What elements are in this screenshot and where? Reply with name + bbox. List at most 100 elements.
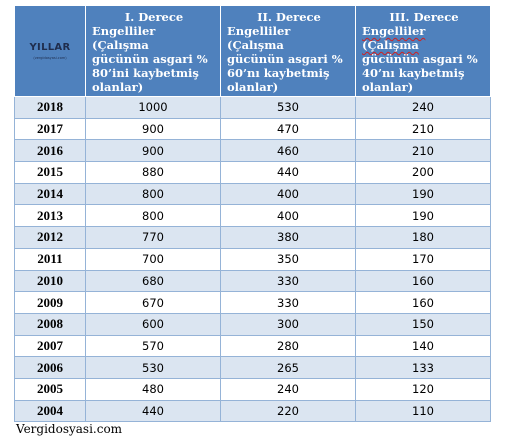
year-cell: 2006	[14, 356, 86, 379]
degree-1-line-4: 80’ini kaybetmiş	[92, 66, 199, 80]
year-column-header: YILLAR (vergidosyasi.com)	[14, 5, 86, 97]
degree-2-title: II. Derece	[257, 10, 321, 24]
table-row: 2004 440 220 110	[14, 399, 491, 423]
table-row: 2018 1000 530 240	[14, 96, 491, 119]
degree-3-cell: 210	[355, 139, 491, 163]
degree-2-cell: 220	[220, 399, 356, 423]
degree-1-cell: 670	[85, 291, 221, 314]
table-row: 2006 530 265 133	[14, 356, 491, 379]
degree-2-cell: 330	[220, 291, 356, 314]
degree-2-line-3: gücünün asgari %	[227, 52, 343, 66]
degree-2-column-header: II. Derece Engelliler (Çalışma gücünün a…	[220, 5, 356, 97]
table-header: YILLAR (vergidosyasi.com) I. Derece Enge…	[14, 5, 491, 97]
degree-2-line-5: olanlar)	[227, 80, 279, 94]
year-cell: 2018	[14, 96, 86, 119]
degree-1-cell: 800	[85, 204, 221, 228]
degree-1-cell: 600	[85, 312, 221, 336]
degree-2-cell: 400	[220, 182, 356, 206]
degree-3-cell: 133	[355, 356, 491, 379]
degree-1-cell: 570	[85, 334, 221, 358]
year-cell: 2004	[14, 399, 86, 423]
year-cell: 2008	[14, 312, 86, 336]
table-row: 2014 800 400 190	[14, 182, 491, 206]
degree-1-cell: 530	[85, 356, 221, 379]
degree-2-cell: 440	[220, 161, 356, 184]
table-row: 2010 680 330 160	[14, 269, 491, 293]
degree-3-line-3: gücünün asgari %	[362, 52, 478, 66]
table-row: 2016 900 460 210	[14, 139, 491, 163]
degree-1-cell: 800	[85, 182, 221, 206]
degree-2-cell: 280	[220, 334, 356, 358]
degree-3-line-4: 40’nı kaybetmiş	[362, 66, 465, 80]
year-cell: 2007	[14, 334, 86, 358]
degree-2-line-4: 60’nı kaybetmiş	[227, 66, 330, 80]
degree-1-cell: 900	[85, 139, 221, 163]
year-cell: 2016	[14, 139, 86, 163]
degree-2-cell: 350	[220, 247, 356, 271]
degree-2-cell: 330	[220, 269, 356, 293]
degree-1-cell: 440	[85, 399, 221, 423]
header-row: YILLAR (vergidosyasi.com) I. Derece Enge…	[14, 5, 491, 97]
table-row: 2011 700 350 170	[14, 247, 491, 271]
year-cell: 2011	[14, 247, 86, 271]
degree-3-title: III. Derece	[389, 10, 459, 24]
disability-deduction-table-wrapper: YILLAR (vergidosyasi.com) I. Derece Enge…	[14, 5, 491, 423]
year-cell: 2013	[14, 204, 86, 228]
table-row: 2017 900 470 210	[14, 117, 491, 141]
year-cell: 2017	[14, 117, 86, 141]
degree-2-line-2: Engelliler (Çalışma	[227, 24, 291, 52]
degree-1-line-2: Engelliler (Çalışma	[92, 24, 156, 52]
table-row: 2013 800 400 190	[14, 204, 491, 228]
degree-3-line-5: olanlar)	[362, 80, 414, 94]
year-header-title: YILLAR	[29, 42, 71, 53]
degree-1-cell: 680	[85, 269, 221, 293]
degree-3-line-2: Engelliler (Çalışma	[362, 24, 486, 52]
degree-3-column-header: III. Derece Engelliler (Çalışma gücünün …	[355, 5, 491, 97]
degree-2-cell: 380	[220, 226, 356, 249]
year-cell: 2014	[14, 182, 86, 206]
degree-3-cell: 190	[355, 204, 491, 228]
year-header-watermark: (vergidosyasi.com)	[33, 56, 67, 60]
degree-2-cell: 400	[220, 204, 356, 228]
degree-3-cell: 140	[355, 334, 491, 358]
table-row: 2012 770 380 180	[14, 226, 491, 249]
degree-1-cell: 770	[85, 226, 221, 249]
degree-3-cell: 180	[355, 226, 491, 249]
degree-1-column-header: I. Derece Engelliler (Çalışma gücünün as…	[85, 5, 221, 97]
degree-2-cell: 460	[220, 139, 356, 163]
degree-3-line-2-text: Engelliler (Çalışma	[362, 24, 426, 52]
table-row: 2015 880 440 200	[14, 161, 491, 184]
source-caption: Vergidosyasi.com	[16, 422, 123, 436]
degree-1-cell: 480	[85, 377, 221, 401]
year-cell: 2010	[14, 269, 86, 293]
year-cell: 2012	[14, 226, 86, 249]
degree-2-cell: 265	[220, 356, 356, 379]
degree-3-cell: 120	[355, 377, 491, 401]
degree-1-cell: 880	[85, 161, 221, 184]
degree-3-cell: 200	[355, 161, 491, 184]
degree-2-cell: 530	[220, 96, 356, 119]
degree-1-cell: 900	[85, 117, 221, 141]
degree-3-cell: 160	[355, 291, 491, 314]
degree-3-cell: 110	[355, 399, 491, 423]
year-cell: 2009	[14, 291, 86, 314]
degree-2-cell: 240	[220, 377, 356, 401]
degree-3-cell: 240	[355, 96, 491, 119]
degree-1-line-5: olanlar)	[92, 80, 144, 94]
year-cell: 2015	[14, 161, 86, 184]
degree-3-cell: 160	[355, 269, 491, 293]
degree-3-cell: 210	[355, 117, 491, 141]
degree-3-cell: 170	[355, 247, 491, 271]
degree-2-cell: 300	[220, 312, 356, 336]
degree-1-cell: 1000	[85, 96, 221, 119]
table-row: 2005 480 240 120	[14, 377, 491, 401]
table-body: 2018 1000 530 240 2017 900 470 210 2016 900 460 210…	[14, 96, 491, 423]
table-row: 2009 670 330 160	[14, 291, 491, 314]
degree-1-title: I. Derece	[124, 10, 184, 24]
degree-1-line-3: gücünün asgari %	[92, 52, 208, 66]
table-row: 2008 600 300 150	[14, 312, 491, 336]
table-row: 2007 570 280 140	[14, 334, 491, 358]
year-cell: 2005	[14, 377, 86, 401]
disability-deduction-table: YILLAR (vergidosyasi.com) I. Derece Enge…	[14, 5, 491, 423]
degree-3-cell: 150	[355, 312, 491, 336]
